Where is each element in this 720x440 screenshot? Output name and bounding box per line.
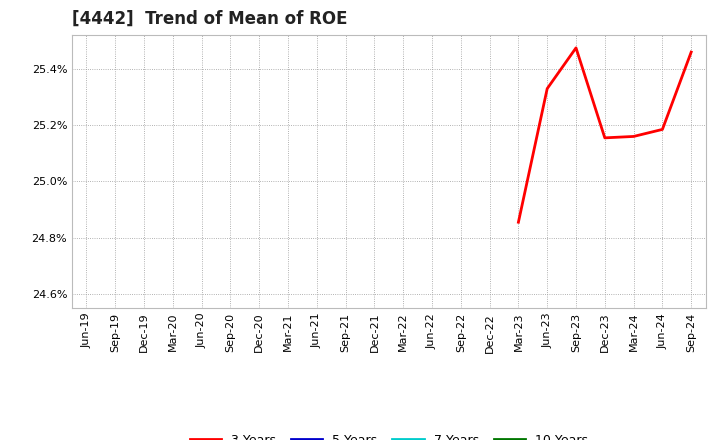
Text: [4442]  Trend of Mean of ROE: [4442] Trend of Mean of ROE xyxy=(72,10,348,28)
Legend: 3 Years, 5 Years, 7 Years, 10 Years: 3 Years, 5 Years, 7 Years, 10 Years xyxy=(184,429,593,440)
